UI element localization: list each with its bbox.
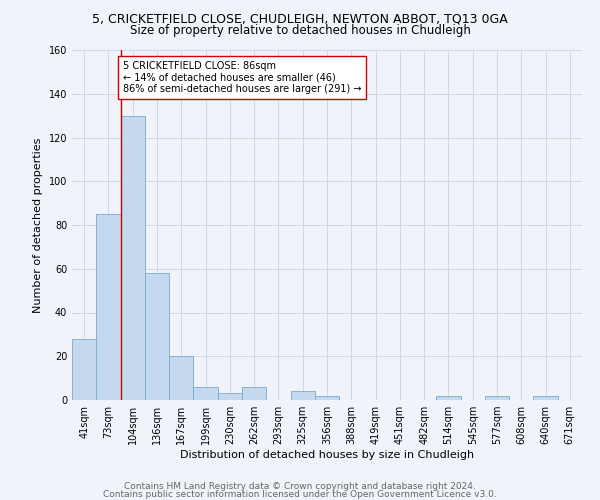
Bar — [290, 391, 315, 400]
Bar — [145, 273, 169, 400]
Bar — [96, 214, 121, 400]
Text: Size of property relative to detached houses in Chudleigh: Size of property relative to detached ho… — [130, 24, 470, 37]
Bar — [315, 396, 339, 400]
Bar — [169, 356, 193, 400]
Bar — [485, 396, 509, 400]
Bar — [193, 387, 218, 400]
Text: Contains public sector information licensed under the Open Government Licence v3: Contains public sector information licen… — [103, 490, 497, 499]
Bar — [218, 394, 242, 400]
Bar — [121, 116, 145, 400]
Bar — [533, 396, 558, 400]
Text: 5 CRICKETFIELD CLOSE: 86sqm
← 14% of detached houses are smaller (46)
86% of sem: 5 CRICKETFIELD CLOSE: 86sqm ← 14% of det… — [123, 61, 361, 94]
Text: Contains HM Land Registry data © Crown copyright and database right 2024.: Contains HM Land Registry data © Crown c… — [124, 482, 476, 491]
Y-axis label: Number of detached properties: Number of detached properties — [33, 138, 43, 312]
Bar — [72, 339, 96, 400]
Bar — [436, 396, 461, 400]
Text: 5, CRICKETFIELD CLOSE, CHUDLEIGH, NEWTON ABBOT, TQ13 0GA: 5, CRICKETFIELD CLOSE, CHUDLEIGH, NEWTON… — [92, 12, 508, 26]
Bar — [242, 387, 266, 400]
X-axis label: Distribution of detached houses by size in Chudleigh: Distribution of detached houses by size … — [180, 450, 474, 460]
